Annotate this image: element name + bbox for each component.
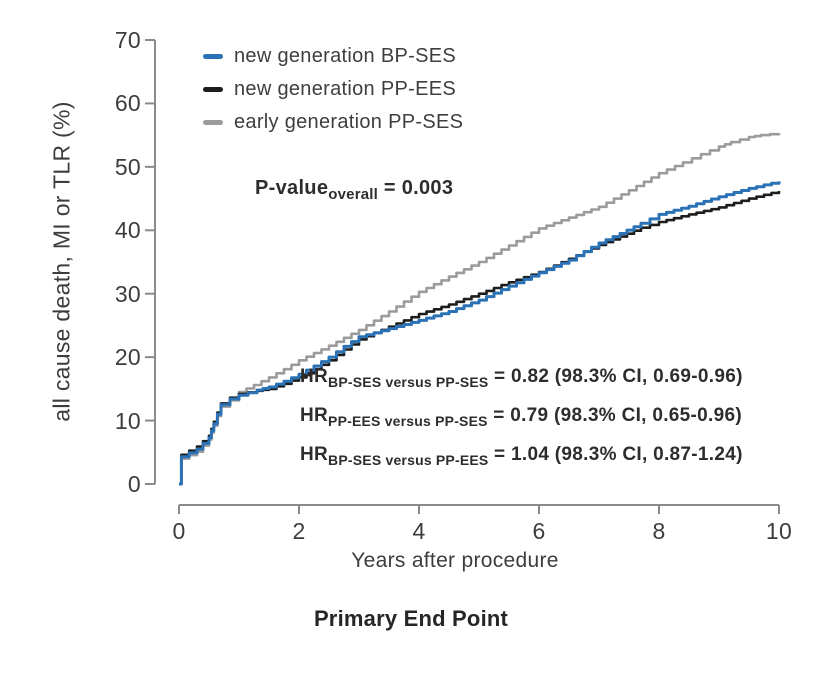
y-tick-label: 60 <box>114 90 141 117</box>
figure-caption: Primary End Point <box>313 606 509 631</box>
pp-ees-curve <box>179 191 781 486</box>
legend-item-early-pp-ses: early generation PP-SES <box>203 106 463 139</box>
hr-prefix: HR <box>300 405 329 426</box>
y-tick-label: 30 <box>114 280 141 307</box>
x-axis <box>178 504 780 514</box>
legend-item-bp-ses: new generation BP-SES <box>203 40 463 73</box>
x-axis-title: Years after procedure <box>351 549 559 572</box>
y-axis <box>145 38 156 485</box>
hr-value: = 0.82 (98.3% CI, 0.69-0.96) <box>488 366 743 387</box>
x-tick-label: 8 <box>652 518 666 544</box>
hr-value: = 0.79 (98.3% CI, 0.65-0.96) <box>487 405 742 426</box>
hr-value: = 1.04 (98.3% CI, 0.87-1.24) <box>488 444 743 465</box>
y-tick-label: 20 <box>114 344 141 371</box>
pvalue-subscript: overall <box>328 186 379 203</box>
pvalue-value: = 0.003 <box>378 177 454 199</box>
x-tick-label: 0 <box>172 518 186 544</box>
hr-annotation-bpses-vs-ppses: HRBP-SES versus PP-SES = 0.82 (98.3% CI,… <box>300 366 743 390</box>
y-tick-label: 70 <box>114 26 141 53</box>
legend-item-pp-ees: new generation PP-EES <box>203 73 463 106</box>
hr-subscript: BP-SES versus PP-EES <box>328 452 489 468</box>
x-tick-label: 4 <box>412 518 426 544</box>
pvalue-annotation: P-valueoverall = 0.003 <box>255 177 453 203</box>
hr-annotation-ppees-vs-ppses: HRPP-EES versus PP-SES = 0.79 (98.3% CI,… <box>300 405 742 429</box>
bp-ses-line-swatch <box>203 54 223 59</box>
early-pp-ses-line-swatch <box>203 120 223 125</box>
x-tick-label: 6 <box>532 518 546 544</box>
hr-subscript: BP-SES versus PP-SES <box>328 374 489 390</box>
y-tick-label: 0 <box>127 471 141 497</box>
y-axis-title: all cause death, MI or TLR (%) <box>48 101 75 422</box>
y-tick-label: 10 <box>114 407 141 434</box>
x-tick-label: 10 <box>765 518 793 544</box>
hr-prefix: HR <box>300 366 329 387</box>
early-pp-ses-curve <box>179 132 781 486</box>
legend-label: early generation PP-SES <box>234 111 464 133</box>
survival-curves <box>179 132 781 486</box>
x-tick-label: 2 <box>292 518 306 544</box>
bp-ses-curve <box>179 181 781 486</box>
legend: new generation BP-SES new generation PP-… <box>203 40 463 139</box>
y-tick-label: 40 <box>114 217 141 244</box>
y-tick-label: 50 <box>114 153 141 180</box>
legend-label: new generation BP-SES <box>234 45 456 67</box>
hr-prefix: HR <box>300 444 329 465</box>
pvalue-prefix: P-value <box>255 177 329 199</box>
legend-label: new generation PP-EES <box>234 78 456 100</box>
hr-subscript: PP-EES versus PP-SES <box>328 413 488 429</box>
pp-ees-line-swatch <box>203 87 223 92</box>
hr-annotation-bpses-vs-ppees: HRBP-SES versus PP-EES = 1.04 (98.3% CI,… <box>300 444 743 468</box>
